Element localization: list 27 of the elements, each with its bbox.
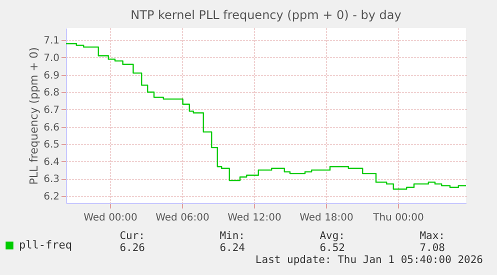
y-tick-label: 6.5 (44, 140, 60, 151)
text: 6.52 (320, 242, 345, 254)
legend-label: pll-freq (19, 238, 72, 252)
y-tick-label: 6.4 (44, 156, 60, 168)
y-tick-label: 6.8 (44, 88, 60, 99)
chart-title: NTP kernel PLL frequency (ppm + 0) - by day (130, 8, 402, 22)
x-tick-label: Wed 00:00 (84, 212, 138, 224)
y-tick-label: 6.6 (44, 122, 60, 134)
x-tick-label: Thu 00:00 (372, 212, 424, 224)
y-axis-title: PLL frequency (ppm + 0) (28, 47, 41, 185)
text: Max: (420, 230, 445, 242)
y-tick-label: 7.0 (44, 52, 60, 64)
y-tick-label: 6.9 (44, 70, 60, 82)
text: Last update: Thu Jan 1 05:40:00 2026 (255, 254, 483, 266)
y-tick-label: 6.3 (44, 174, 60, 186)
text: Cur: (120, 230, 145, 242)
text: 6.26 (120, 242, 145, 254)
x-tick-label: Wed 12:00 (228, 212, 282, 224)
text: 7.08 (420, 242, 445, 254)
x-tick-label: Wed 06:00 (156, 212, 210, 224)
x-tick-label: Wed 18:00 (300, 212, 354, 224)
y-tick-label: 7.1 (44, 36, 60, 47)
text: Avg: (320, 230, 345, 242)
y-tick-label: 6.2 (44, 192, 60, 203)
y-tick-label: 6.7 (44, 104, 60, 116)
text: 6.24 (220, 242, 245, 254)
text: Min: (220, 230, 245, 242)
